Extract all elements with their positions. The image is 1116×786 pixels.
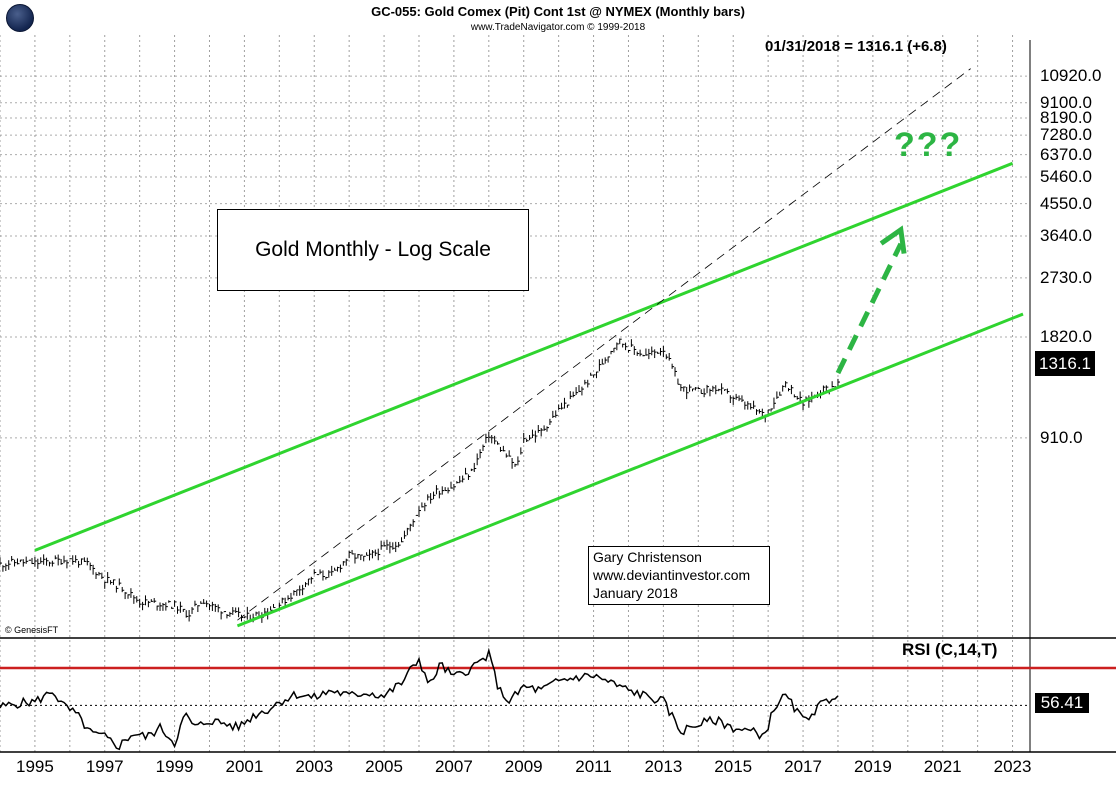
credit-name: Gary Christenson bbox=[593, 549, 702, 565]
rsi-value-badge: 56.41 bbox=[1035, 693, 1089, 713]
x-tick-label: 2009 bbox=[504, 757, 543, 776]
x-tick-label: 2021 bbox=[923, 757, 962, 776]
x-tick-label: 2007 bbox=[434, 757, 473, 776]
logo-icon bbox=[6, 4, 34, 32]
chart-title: GC-055: Gold Comex (Pit) Cont 1st @ NYME… bbox=[371, 4, 745, 19]
last-quote: 01/31/2018 = 1316.1 (+6.8) bbox=[765, 38, 947, 55]
y-tick-label: 1820.0 bbox=[1040, 326, 1092, 346]
annotation-box: Gold Monthly - Log Scale bbox=[217, 209, 529, 291]
chart-subtitle: www.TradeNavigator.com © 1999-2018 bbox=[470, 22, 646, 33]
x-tick-label: 2013 bbox=[644, 757, 683, 776]
y-tick-label: 9100.0 bbox=[1040, 92, 1092, 112]
rsi-line bbox=[0, 647, 839, 751]
x-tick-label: 1995 bbox=[15, 757, 54, 776]
y-tick-label: 2730.0 bbox=[1040, 267, 1092, 287]
rsi-title: RSI (C,14,T) bbox=[902, 640, 998, 659]
x-tick-label: 1997 bbox=[85, 757, 124, 776]
annotation-text: Gold Monthly - Log Scale bbox=[255, 238, 491, 261]
last-price-badge: 1316.1 bbox=[1035, 351, 1095, 376]
y-tick-label: 4550.0 bbox=[1040, 193, 1092, 213]
y-tick-label: 7280.0 bbox=[1040, 125, 1092, 145]
credit-url: www.deviantinvestor.com bbox=[593, 567, 751, 583]
x-tick-label: 2005 bbox=[365, 757, 403, 776]
y-tick-label: 10920.0 bbox=[1040, 66, 1102, 86]
y-tick-label: 910.0 bbox=[1040, 427, 1083, 447]
channel-upper-line bbox=[34, 161, 1014, 552]
x-tick-label: 2001 bbox=[225, 757, 264, 776]
projection-arrow bbox=[835, 242, 904, 375]
y-tick-label: 8190.0 bbox=[1040, 108, 1092, 128]
watermark: © GenesisFT bbox=[5, 625, 59, 635]
question-marks: ??? bbox=[894, 126, 963, 164]
credit-date: January 2018 bbox=[593, 585, 678, 601]
x-tick-label: 2015 bbox=[714, 757, 753, 776]
x-tick-label: 2003 bbox=[295, 757, 334, 776]
x-tick-label: 2023 bbox=[993, 757, 1032, 776]
dashed-trend-line bbox=[237, 68, 971, 621]
projection-arrow-head bbox=[879, 225, 907, 254]
channel-lower-line bbox=[236, 312, 1024, 628]
x-tick-label: 2017 bbox=[784, 757, 822, 776]
x-tick-label: 1999 bbox=[155, 757, 194, 776]
y-tick-label: 5460.0 bbox=[1040, 167, 1092, 187]
y-tick-label: 3640.0 bbox=[1040, 226, 1092, 246]
y-tick-label: 6370.0 bbox=[1040, 144, 1092, 164]
x-tick-label: 2019 bbox=[853, 757, 892, 776]
credit-box: Gary Christenson www.deviantinvestor.com… bbox=[588, 546, 770, 605]
x-tick-label: 2011 bbox=[575, 757, 612, 776]
